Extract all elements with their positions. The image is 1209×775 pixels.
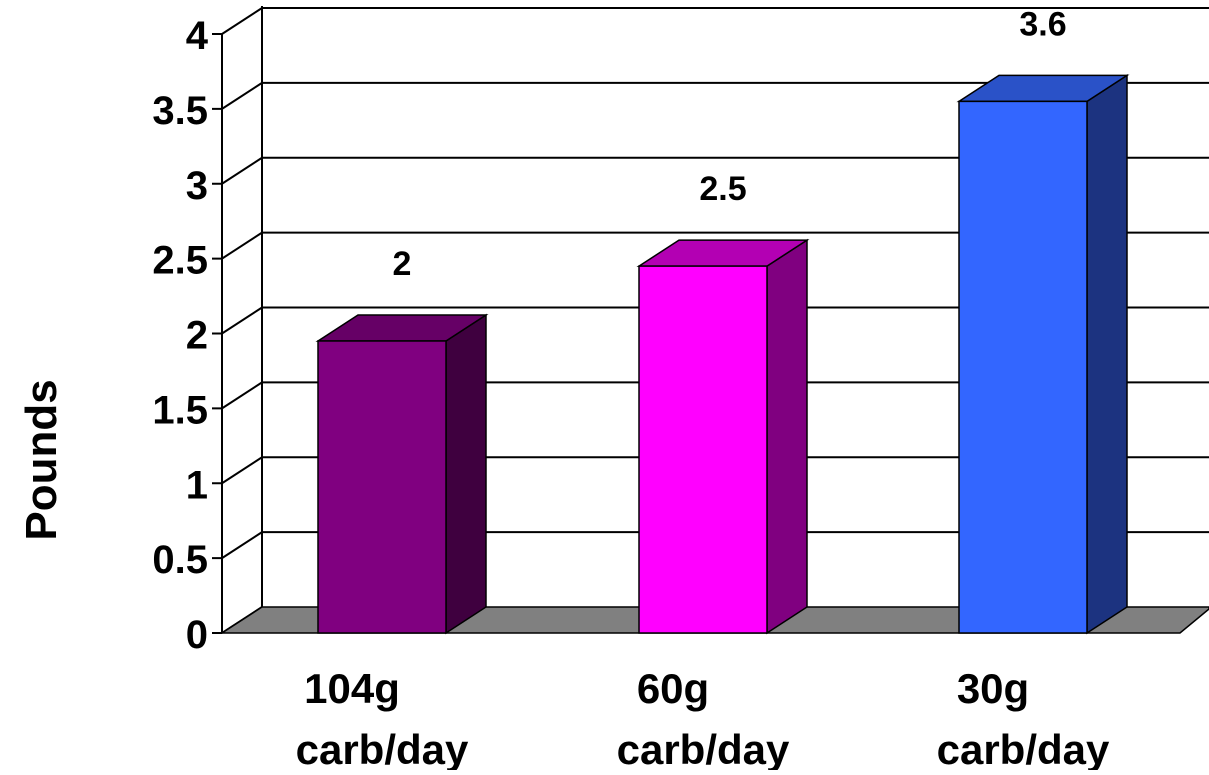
x-tick-label-line1: 30g: [957, 665, 1029, 712]
y-tick-label: 2.5: [152, 239, 208, 283]
data-labels: 2 2.5 3.6: [393, 5, 1067, 283]
data-label: 2.5: [699, 170, 746, 208]
bar-side: [445, 313, 487, 635]
y-tick-label: 2: [186, 314, 208, 358]
side-wall-gridline: [221, 381, 263, 410]
x-tick-label-line2: carb/day: [296, 726, 469, 770]
side-wall-gridline: [221, 456, 263, 485]
side-wall-gridline: [221, 156, 263, 185]
y-tick-label: 0.5: [152, 538, 208, 582]
side-wall-gridline: [221, 7, 263, 35]
bar-side: [766, 238, 808, 635]
y-tick-label: 0: [186, 613, 208, 657]
bar: [315, 313, 489, 635]
bars: [315, 74, 1130, 635]
bar-side: [1086, 74, 1128, 635]
side-wall-gridline: [221, 82, 263, 110]
x-axis-tick-labels: 104g carb/day 60g carb/day 30g carb/day: [296, 665, 1110, 773]
side-wall-gridline: [221, 231, 263, 260]
y-tick-label: 3.5: [152, 89, 208, 133]
bar: [636, 238, 810, 635]
side-wall-gridline: [221, 531, 263, 559]
data-label: 2: [393, 245, 412, 283]
bar-front: [317, 340, 447, 634]
y-axis-title-group: Pounds: [17, 379, 66, 540]
data-label: 3.6: [1019, 5, 1066, 43]
side-wall-gridline: [221, 306, 263, 335]
bar-front: [638, 265, 768, 634]
y-axis-title: Pounds: [17, 379, 66, 540]
bar-front: [958, 100, 1088, 634]
y-tick-label: 3: [186, 164, 208, 208]
y-axis: 0 0.5 1 1.5 2 2.5 3 3.5 4: [152, 14, 223, 657]
bar: [956, 74, 1130, 635]
y-tick-label: 1: [186, 463, 208, 507]
x-tick-label-line1: 104g: [304, 665, 400, 712]
x-tick-label-line1: 60g: [637, 665, 709, 712]
y-tick-label: 4: [186, 14, 209, 58]
x-tick-label-line2: carb/day: [937, 726, 1110, 770]
x-tick-label-line2: carb/day: [617, 726, 790, 770]
y-tick-label: 1.5: [152, 388, 208, 432]
